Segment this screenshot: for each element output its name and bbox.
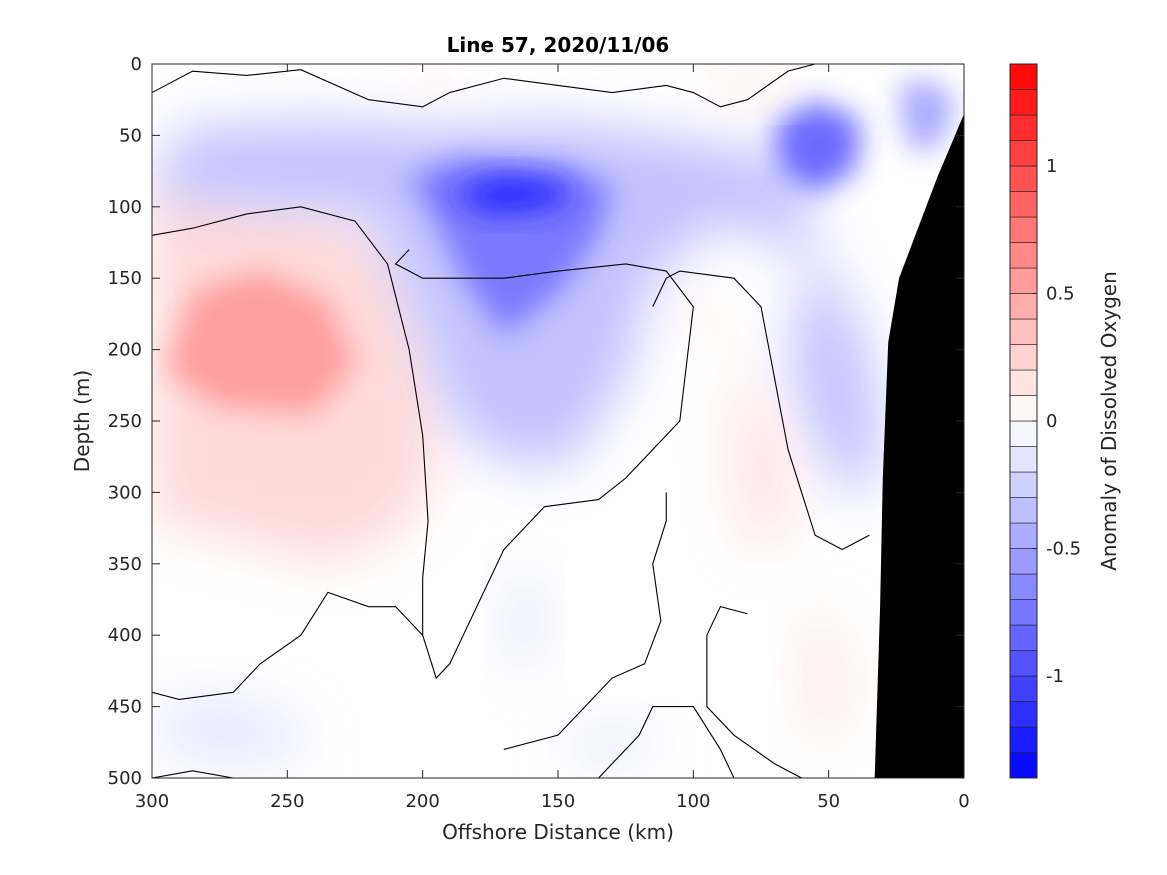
y-tick-label: 350 (108, 554, 142, 575)
y-tick-label: 450 (108, 697, 142, 718)
colorbar-level (1009, 650, 1038, 677)
negative-anomaly-region (152, 692, 315, 764)
y-tick-label: 0 (131, 54, 142, 75)
negative-anomaly-region (449, 175, 572, 214)
y-tick-label: 200 (108, 340, 142, 361)
positive-anomaly-region (652, 299, 789, 550)
negative-anomaly-region (503, 563, 545, 671)
chart-title: Line 57, 2020/11/06 (447, 33, 670, 57)
colorbar-level (1009, 573, 1038, 600)
colorbar-level (1009, 701, 1038, 728)
zero-contour (152, 770, 234, 778)
anomaly-field (152, 71, 956, 771)
colorbar-level (1009, 216, 1038, 243)
y-axis-title: Depth (m) (70, 370, 94, 472)
x-tick-label: 200 (405, 791, 439, 812)
negative-anomaly-region (774, 99, 862, 193)
x-axis-title: Offshore Distance (km) (442, 820, 674, 844)
x-tick-label: 300 (135, 791, 169, 812)
colorbar-level (1009, 114, 1038, 141)
colorbar-tick-label: 1 (1046, 156, 1057, 177)
colorbar-title: Anomaly of Dissolved Oxygen (1097, 271, 1121, 571)
colorbar-level (1009, 395, 1038, 422)
y-tick-label: 50 (119, 125, 142, 146)
colorbar-level (1009, 752, 1038, 779)
colorbar-level (1009, 369, 1038, 396)
colorbar-level (1009, 726, 1038, 753)
negative-anomaly-region (409, 156, 613, 336)
colorbar-level (1009, 420, 1038, 447)
zero-contour (152, 64, 816, 108)
colorbar-level (1009, 675, 1038, 702)
colorbar-level (1009, 497, 1038, 524)
colorbar-level (1009, 548, 1038, 575)
colorbar-tick-label: 0.5 (1046, 284, 1075, 305)
x-tick-label: 0 (958, 791, 969, 812)
colorbar-tick-label: 0 (1046, 411, 1057, 432)
negative-anomaly-region (558, 720, 667, 771)
positive-anomaly-region (706, 71, 802, 107)
y-tick-label: 250 (108, 411, 142, 432)
y-axis: 0 50 100 150 200 250 300 350 400 450 500 (108, 54, 964, 789)
zero-contour (598, 706, 735, 778)
colorbar-level (1009, 344, 1038, 371)
zero-contours (152, 64, 870, 778)
y-tick-label: 300 (108, 482, 142, 503)
y-tick-label: 500 (108, 768, 142, 789)
colorbar-tick-label: -1 (1046, 666, 1064, 687)
positive-anomaly-region (801, 606, 856, 750)
colorbar-level (1009, 293, 1038, 320)
colorbar (1009, 63, 1038, 779)
x-tick-label: 50 (817, 791, 840, 812)
colorbar-axis: 1 0.5 0 -0.5 -1 (1032, 156, 1081, 687)
zero-contour (152, 206, 694, 680)
colorbar-level (1009, 165, 1038, 192)
y-tick-label: 400 (108, 625, 142, 646)
zero-contour (652, 270, 870, 551)
negative-anomaly-region (899, 78, 956, 150)
zero-contour (503, 492, 667, 750)
colorbar-level (1009, 599, 1038, 626)
colorbar-level (1009, 89, 1038, 116)
positive-anomaly-region (165, 271, 355, 414)
bathymetry (874, 113, 964, 778)
zero-contour (706, 605, 802, 778)
colorbar-level (1009, 446, 1038, 473)
x-axis: 300 250 200 150 100 50 0 (135, 64, 970, 812)
x-tick-label: 100 (676, 791, 710, 812)
colorbar-level (1009, 624, 1038, 651)
y-tick-label: 150 (108, 268, 142, 289)
colorbar-level (1009, 242, 1038, 269)
colorbar-level (1009, 522, 1038, 549)
y-tick-label: 100 (108, 197, 142, 218)
x-tick-label: 250 (270, 791, 304, 812)
colorbar-level (1009, 63, 1038, 90)
zero-contour (152, 591, 424, 701)
colorbar-level (1009, 140, 1038, 167)
colorbar-tick-label: -0.5 (1046, 539, 1081, 560)
colorbar-level (1009, 471, 1038, 498)
colorbar-level (1009, 267, 1038, 294)
colorbar-level (1009, 191, 1038, 218)
x-tick-label: 150 (541, 791, 575, 812)
seafloor (874, 113, 964, 778)
colorbar-level (1009, 318, 1038, 345)
